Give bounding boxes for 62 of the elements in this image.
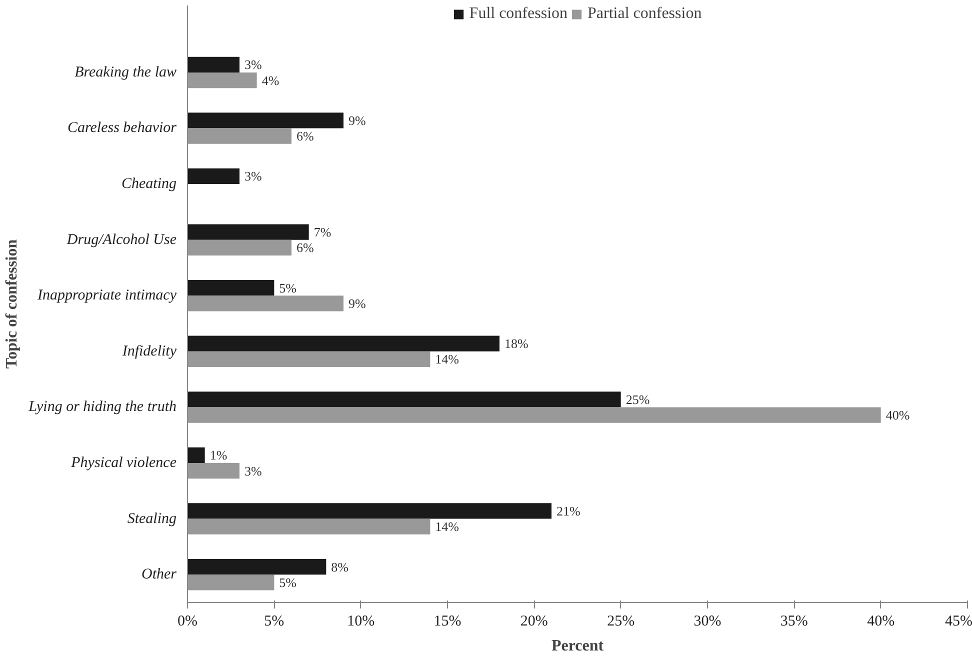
y-tick-label: Other xyxy=(142,566,177,583)
x-tick-label: 45% xyxy=(945,614,972,630)
data-label: 25% xyxy=(626,392,650,407)
bar xyxy=(188,112,344,128)
data-label: 9% xyxy=(348,112,366,128)
x-tick-label: 5% xyxy=(264,614,284,630)
data-label: 40% xyxy=(886,408,910,423)
x-tick-label: 30% xyxy=(694,614,722,630)
x-tick-label: 20% xyxy=(520,614,548,630)
data-label: 14% xyxy=(435,352,460,367)
bar xyxy=(188,224,309,240)
bar xyxy=(188,503,552,519)
data-label: 5% xyxy=(279,574,297,590)
bar xyxy=(188,518,430,534)
legend-label: Partial confession xyxy=(588,5,702,23)
data-label: 3% xyxy=(244,57,262,72)
data-label: 6% xyxy=(296,240,314,256)
data-label: 3% xyxy=(244,168,262,184)
bar xyxy=(188,447,205,464)
legend-label: Full confession xyxy=(469,5,568,23)
y-tick-label: Physical violence xyxy=(70,455,177,472)
data-label: 7% xyxy=(314,224,332,240)
bar xyxy=(188,168,240,184)
y-tick-label: Lying or hiding the truth xyxy=(28,399,176,416)
bar xyxy=(188,128,292,144)
data-label: 1% xyxy=(210,448,228,463)
x-tick-label: 25% xyxy=(607,614,635,630)
x-tick-label: 40% xyxy=(867,614,895,630)
y-tick-label: Inappropriate intimacy xyxy=(36,288,177,304)
data-label: 9% xyxy=(348,296,366,311)
data-label: 8% xyxy=(331,559,349,574)
bar xyxy=(188,558,326,575)
bar xyxy=(188,574,274,590)
bar xyxy=(188,56,240,72)
y-tick-label: Drug/Alcohol Use xyxy=(66,232,177,248)
bar xyxy=(188,336,500,352)
y-tick-label: Breaking the law xyxy=(74,64,177,80)
y-tick-label: Infidelity xyxy=(121,343,177,360)
x-tick-label: 15% xyxy=(434,614,462,630)
data-label: 14% xyxy=(435,519,460,534)
data-label: 6% xyxy=(296,128,314,144)
bar xyxy=(188,240,292,256)
x-axis-title: Percent xyxy=(551,638,604,654)
y-axis-title: Topic of confession xyxy=(4,239,21,369)
y-tick-label: Cheating xyxy=(122,176,177,192)
x-tick-label: 35% xyxy=(780,614,808,630)
bar xyxy=(188,72,257,88)
bar xyxy=(188,463,240,479)
data-label: 18% xyxy=(504,336,528,352)
y-tick-label: Careless behavior xyxy=(67,120,177,136)
data-label: 21% xyxy=(556,503,580,518)
data-label: 4% xyxy=(262,72,280,88)
bar xyxy=(188,351,430,368)
bar xyxy=(188,392,621,408)
bar xyxy=(188,407,881,423)
y-tick-label: Stealing xyxy=(127,510,177,527)
x-tick-label: 10% xyxy=(347,614,375,630)
x-tick-label: 0% xyxy=(178,614,198,630)
bar xyxy=(188,296,344,312)
bar xyxy=(188,280,274,296)
data-label: 3% xyxy=(244,463,262,478)
data-label: 5% xyxy=(279,280,297,296)
